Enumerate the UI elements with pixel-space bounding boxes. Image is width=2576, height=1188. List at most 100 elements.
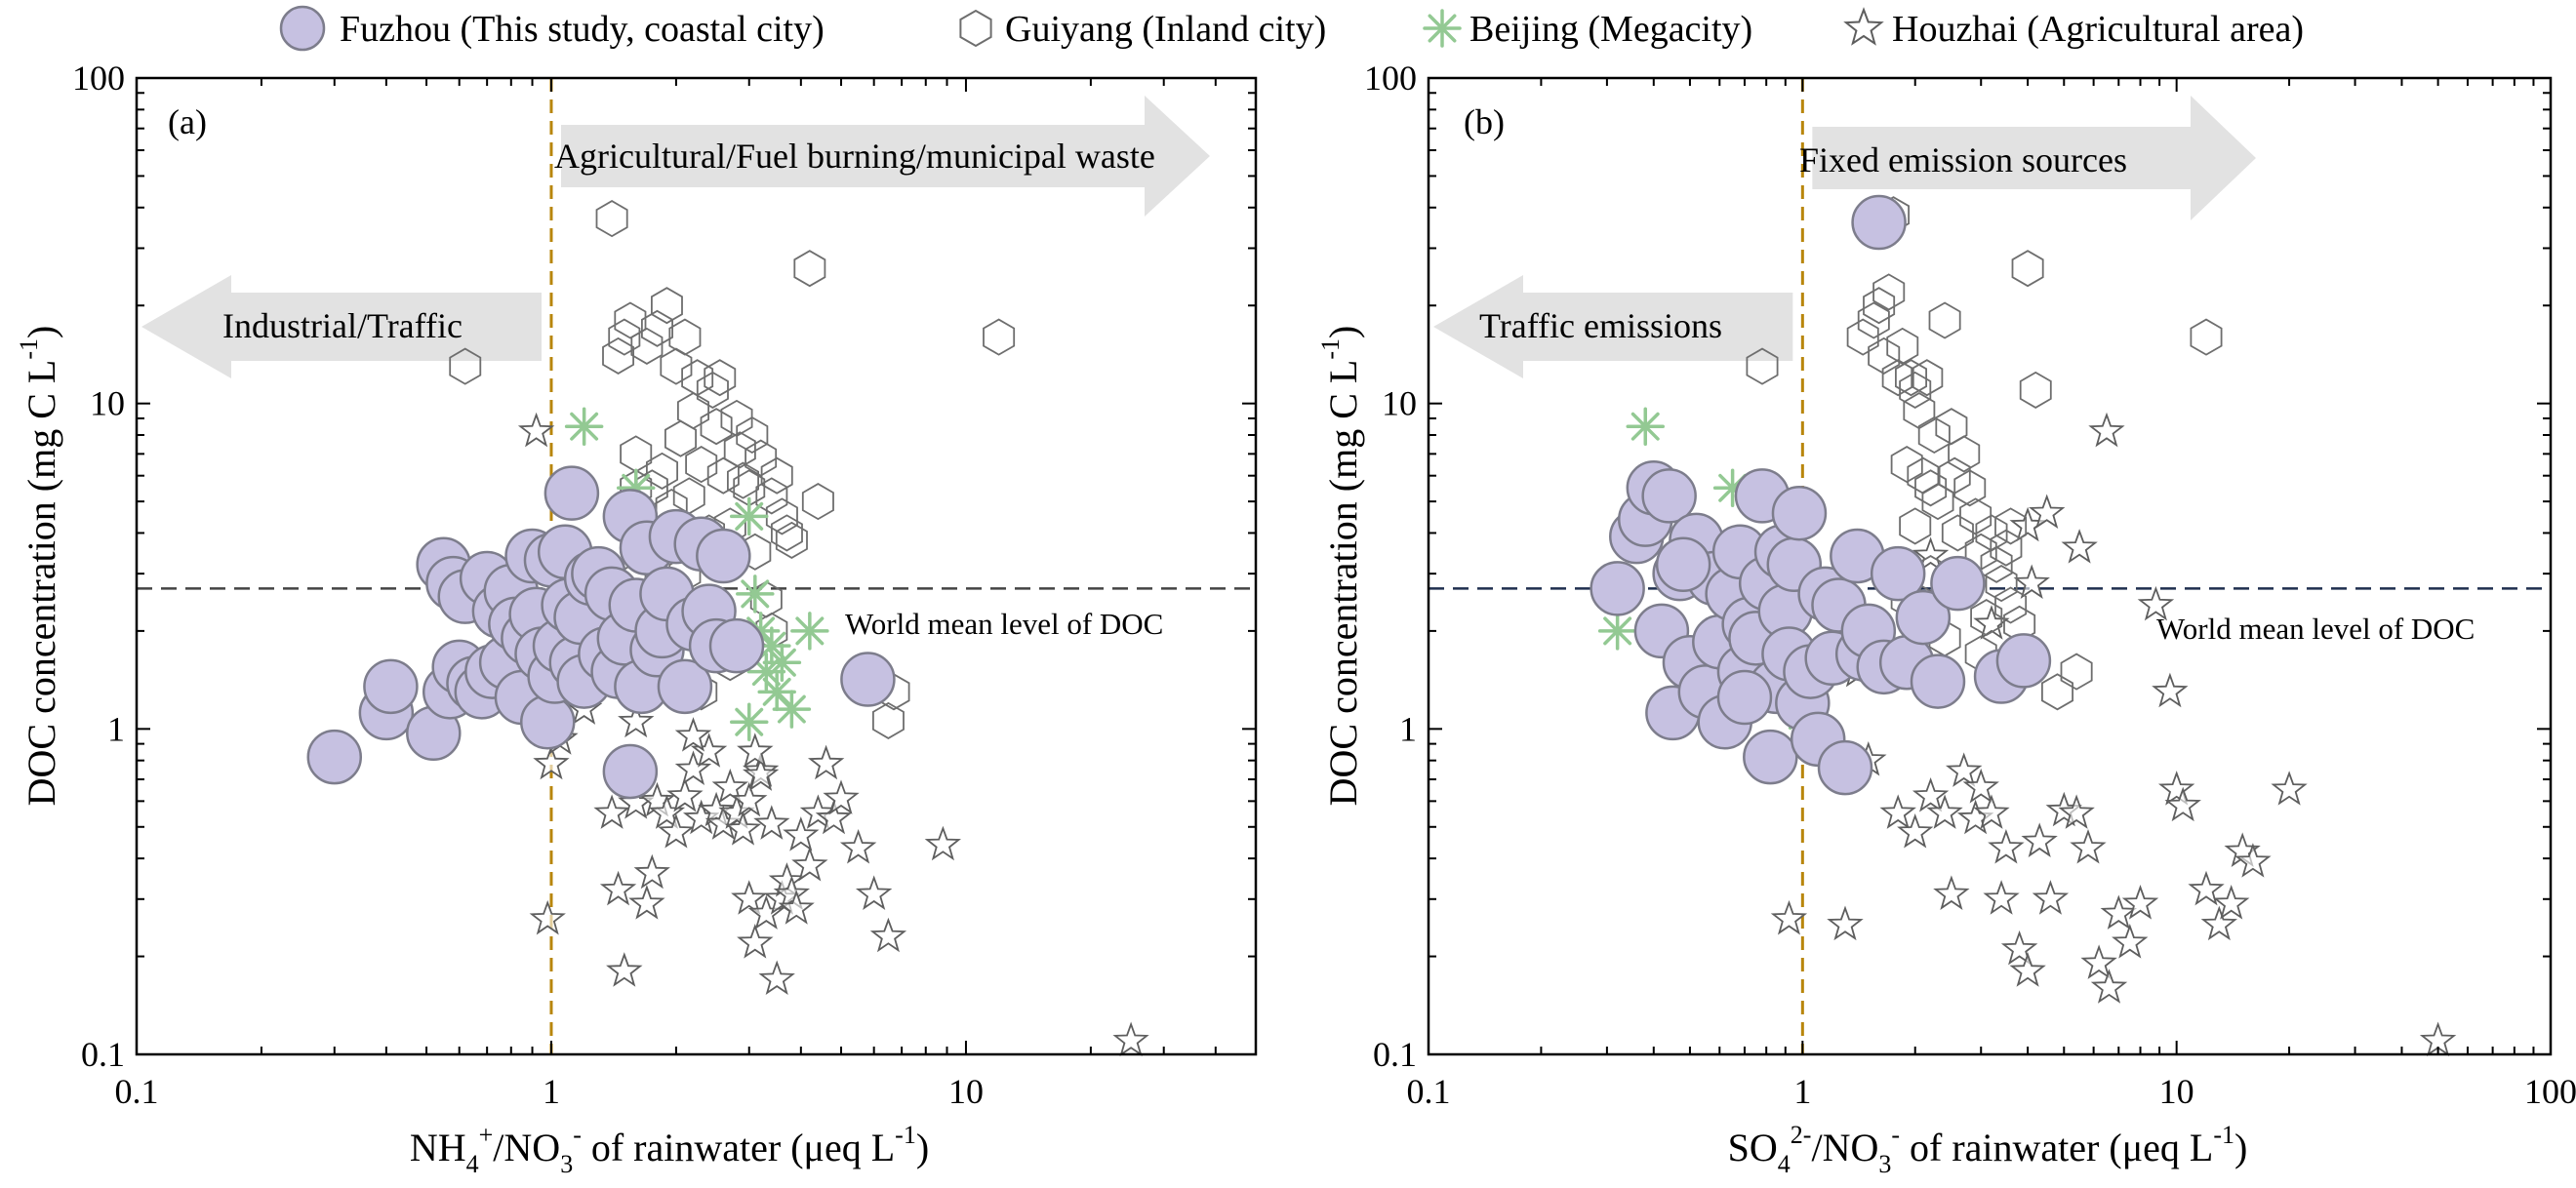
y-tick-label-b: 1 <box>1399 709 1417 748</box>
star-point-b <box>2212 885 2250 920</box>
arrows-layer-a <box>141 96 1210 378</box>
axes-frame-a: 0.1 1 10 0.1 1 10 100 <box>72 59 1258 1111</box>
star-point-b <box>2070 828 2107 864</box>
hexagon-point-a <box>685 446 718 484</box>
asterisk-point-b <box>1597 612 1637 651</box>
series-circle-b <box>1590 194 2052 796</box>
circle-point-a <box>708 617 765 674</box>
y-tick-label-a: 1 <box>107 709 125 748</box>
asterisk-point-b <box>1626 407 1666 446</box>
y-tick-label-b: 0.1 <box>1373 1035 1417 1074</box>
star-point-b <box>2157 771 2195 806</box>
circle-point-b <box>1995 633 2052 689</box>
x-tick-label-b: 100 <box>2524 1072 2576 1111</box>
hexagon-point-a <box>668 318 702 356</box>
hexagon-point-b <box>2011 250 2044 288</box>
star-point-b <box>2009 952 2046 987</box>
legend-marker-fuzhou <box>279 5 326 52</box>
arrow-left-shape-a <box>141 275 542 378</box>
star-point-a <box>529 899 566 935</box>
hexagon-point-b <box>1863 287 1896 325</box>
x-axis-title-b: SO42-/NO3- of rainwater (μeq L-1) <box>1728 1121 2248 1178</box>
hexagon-point-a <box>646 452 678 490</box>
star-point-b <box>2137 585 2175 621</box>
hexagon-point-b <box>2190 318 2223 356</box>
legend-marker-guiyang <box>959 9 992 48</box>
circle-point-b <box>1641 468 1697 524</box>
star-point-a <box>1112 1021 1149 1057</box>
star-point-b <box>1912 536 1950 572</box>
star-point-a <box>815 799 853 835</box>
star-point-a <box>869 917 907 953</box>
data-marks-b <box>1590 194 2457 1057</box>
world-mean-label-b: World mean level of DOC <box>2156 612 2475 646</box>
star-point-a <box>606 952 643 987</box>
hexagon-point-b <box>1917 416 1951 455</box>
star-point-b <box>2032 880 2070 915</box>
hexagon-point-b <box>1914 469 1948 507</box>
star-point-b <box>2058 794 2095 829</box>
star-point-a <box>711 768 749 804</box>
asterisk-point-a <box>757 672 796 712</box>
hexagon-point-a <box>983 318 1016 356</box>
star-point-a <box>658 813 695 849</box>
star-point-a <box>731 880 768 915</box>
star-point-b <box>2121 885 2159 920</box>
hexagon-point-a <box>651 287 683 325</box>
y-tick-label-b: 100 <box>1364 59 1417 98</box>
asterisk-point-a <box>736 574 775 614</box>
star-point-b <box>2100 894 2138 930</box>
star-point-a <box>737 733 774 768</box>
hexagon-point-a <box>595 200 628 238</box>
circle-point-b <box>1716 669 1773 726</box>
panel-a: 0.1 1 10 0.1 1 10 100 (a) World mean level of … <box>15 59 1258 1178</box>
star-point-b <box>2152 672 2189 708</box>
hexagon-point-a <box>449 347 482 385</box>
hexagon-point-a <box>608 318 641 356</box>
star-point-b <box>2271 771 2308 806</box>
circle-point-b <box>1771 485 1828 541</box>
star-point-a <box>924 825 961 861</box>
star-point-a <box>618 702 655 738</box>
x-axis-title-a: NH4+/NO3- of rainwater (μeq L-1) <box>410 1121 929 1178</box>
hexagon-point-a <box>664 419 697 457</box>
axes-frame-b: 0.1 1 10 100 0.1 1 10 100 <box>1364 59 2576 1111</box>
hexagon-point-b <box>1857 301 1890 339</box>
arrow-label-industrial: Industrial/Traffic <box>222 306 463 345</box>
hexagon-point-b <box>1899 507 1932 545</box>
asterisk-point-a <box>762 643 802 682</box>
plot-border-b <box>1427 76 2553 1056</box>
hexagon-point-a <box>677 392 709 430</box>
star-point-b <box>2061 529 2098 564</box>
arrows-layer-b <box>1433 96 2256 378</box>
star-point-b <box>1962 768 1999 804</box>
legend-item-guiyang: Guiyang (Inland city) <box>959 9 1326 50</box>
star-point-a <box>778 890 815 925</box>
star-point-b <box>2164 786 2201 822</box>
star-point-b <box>1945 752 1983 787</box>
star-point-a <box>517 412 555 448</box>
hexagon-point-a <box>696 371 729 409</box>
star-point-b <box>2080 944 2117 979</box>
hexagon-point-b <box>1895 359 1927 397</box>
hexagon-point-b <box>1948 435 1981 473</box>
circle-point-b <box>1851 194 1907 251</box>
circle-point-a <box>657 658 713 715</box>
legend-item-fuzhou: Fuzhou (This study, coastal city) <box>279 5 825 52</box>
circle-point-b <box>1870 545 1926 602</box>
star-point-a <box>628 885 665 920</box>
star-point-b <box>2188 870 2225 906</box>
hexagon-point-a <box>775 521 808 559</box>
series-star-b <box>1770 412 2457 1057</box>
hexagon-point-a <box>614 301 647 339</box>
y-axis-title-b: DOC concentration (mg C L-1) <box>1316 326 1365 807</box>
hexagon-point-a <box>771 514 803 552</box>
panel-label-a: (a) <box>168 102 207 141</box>
star-point-a <box>737 924 774 959</box>
arrow-right-shape-b <box>1812 96 2256 220</box>
hexagon-point-b <box>1970 599 2003 637</box>
y-tick-label-b: 10 <box>1382 384 1417 423</box>
star-point-a <box>599 870 637 906</box>
hexagon-point-a <box>793 250 826 288</box>
